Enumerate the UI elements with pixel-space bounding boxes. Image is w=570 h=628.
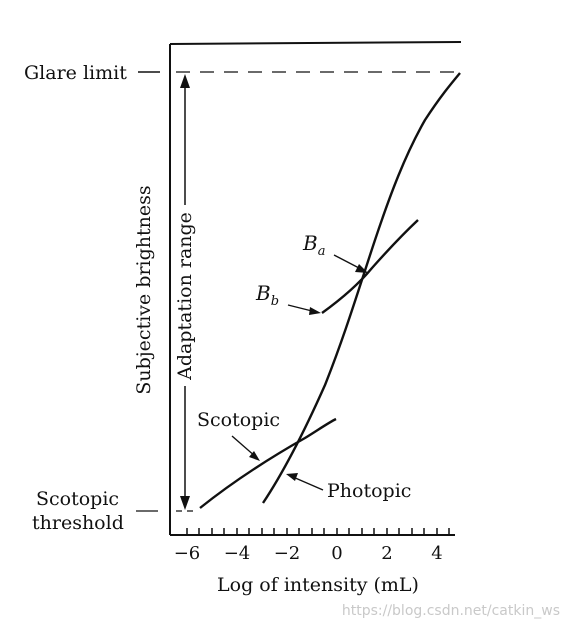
x-axis-title: Log of intensity (mL) <box>217 574 419 596</box>
x-tick-label: −6 <box>174 543 201 564</box>
adaptation-range-arrowhead-down <box>180 496 190 510</box>
photopic-label: Photopic <box>327 480 411 502</box>
x-tick-label: 4 <box>431 543 442 564</box>
scotopic-curve <box>199 417 337 509</box>
adaptation-range-arrowhead-up <box>180 74 190 88</box>
ba-pointer-head <box>355 264 368 273</box>
photopic-pointer <box>292 476 324 491</box>
watermark: https://blog.csdn.net/catkin_ws <box>342 603 560 619</box>
y-axis-title: Subjective brightness <box>133 185 155 394</box>
ba-label-sub: a <box>318 244 326 259</box>
ba-pointer <box>333 254 360 269</box>
photopic-curve <box>262 72 461 504</box>
x-tick-label: 2 <box>381 543 392 564</box>
x-axis-ticks <box>186 528 450 535</box>
x-tick-label: −4 <box>224 543 251 564</box>
frame-top <box>169 41 462 45</box>
bb-label-sub: b <box>271 294 279 309</box>
scotopic-threshold-label-line2: threshold <box>32 512 124 534</box>
x-tick-label: 0 <box>331 543 342 564</box>
x-tick-label: −2 <box>274 543 301 564</box>
bb-pointer <box>287 304 313 312</box>
ba-label: Ba <box>302 231 325 259</box>
bb-pointer-head <box>309 307 321 315</box>
scotopic-threshold-label-line1: Scotopic <box>36 488 119 510</box>
bb-label-main: B <box>255 281 271 305</box>
scotopic-label: Scotopic <box>197 409 280 431</box>
ba-label-main: B <box>302 231 318 255</box>
bb-adaptation-curve <box>321 219 419 314</box>
x-tick-labels: −6 −4 −2 0 2 4 <box>174 543 443 564</box>
adaptation-range-label: Adaptation range <box>174 212 196 381</box>
photopic-pointer-head <box>286 473 298 481</box>
bb-label: Bb <box>255 281 279 309</box>
scotopic-pointer-head <box>249 451 260 461</box>
glare-limit-label: Glare limit <box>24 62 127 84</box>
